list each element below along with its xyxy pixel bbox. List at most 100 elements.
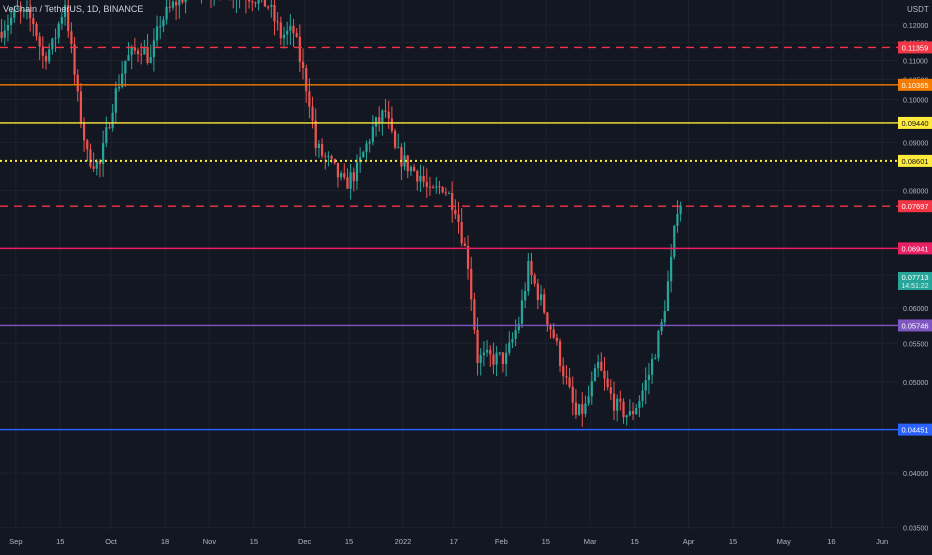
candle-body bbox=[657, 331, 660, 358]
candle-body bbox=[577, 404, 581, 415]
price-tick-label: 0.04000 bbox=[903, 471, 928, 478]
candle-body bbox=[286, 30, 289, 35]
price-level-label: 0.07697 bbox=[901, 202, 928, 211]
candle-body bbox=[524, 291, 527, 301]
candle-body bbox=[495, 352, 498, 365]
candle-body bbox=[600, 361, 603, 371]
candle-body bbox=[95, 160, 98, 169]
candle-body bbox=[276, 21, 279, 23]
price-levels bbox=[0, 46, 898, 431]
price-level-badge bbox=[898, 242, 932, 255]
candle-body bbox=[105, 127, 108, 144]
candle-body bbox=[670, 256, 673, 282]
price-level-badge bbox=[898, 200, 932, 213]
candle-body bbox=[19, 7, 22, 11]
candle-body bbox=[0, 31, 3, 38]
candle-body bbox=[381, 110, 384, 123]
candle-body bbox=[409, 167, 413, 172]
candle-body bbox=[412, 167, 416, 171]
candle-body bbox=[622, 401, 625, 418]
candle-body bbox=[127, 55, 130, 61]
candle-body bbox=[546, 312, 549, 325]
candle-body bbox=[650, 359, 654, 375]
candle-body bbox=[67, 5, 70, 32]
candle-body bbox=[638, 401, 641, 408]
candle-body bbox=[308, 91, 311, 107]
candle-body bbox=[63, 5, 67, 17]
candle-body bbox=[406, 155, 409, 172]
candle-body bbox=[562, 366, 565, 377]
candle-countdown: 14:51:22 bbox=[901, 283, 928, 290]
candle-body bbox=[13, 9, 16, 18]
grid-lines bbox=[0, 0, 898, 530]
candle-body bbox=[612, 393, 616, 411]
candle-body bbox=[57, 23, 60, 38]
candle-body bbox=[466, 245, 470, 269]
time-tick-label: Mar bbox=[584, 537, 597, 546]
candle-body bbox=[654, 357, 657, 360]
candle-body bbox=[527, 260, 530, 292]
candle-body bbox=[333, 158, 336, 163]
candle-body bbox=[273, 4, 276, 22]
candle-body bbox=[590, 381, 593, 397]
candle-body bbox=[393, 130, 397, 148]
candle-body bbox=[441, 187, 444, 193]
candle-body bbox=[371, 126, 374, 142]
price-level-label: 0.05746 bbox=[901, 321, 928, 330]
price-level-badge bbox=[898, 41, 932, 54]
candle-body bbox=[403, 155, 406, 167]
last-price-badge bbox=[898, 272, 932, 290]
candle-body bbox=[9, 17, 13, 25]
time-tick-label: 2022 bbox=[395, 537, 412, 546]
candle-body bbox=[362, 152, 365, 158]
candle-body bbox=[489, 349, 492, 355]
candle-body bbox=[485, 349, 489, 353]
candle-body bbox=[428, 186, 432, 188]
candle-body bbox=[76, 74, 79, 92]
candle-body bbox=[454, 210, 457, 215]
candle-body bbox=[292, 25, 295, 34]
candle-body bbox=[340, 173, 343, 178]
candle-body bbox=[574, 402, 578, 415]
candle-body bbox=[317, 143, 321, 149]
candle-body bbox=[6, 24, 10, 31]
candle-body bbox=[32, 18, 35, 25]
time-axis-panel[interactable] bbox=[0, 530, 898, 550]
candle-body bbox=[349, 172, 352, 189]
candle-body bbox=[435, 186, 438, 188]
candle-body bbox=[336, 162, 340, 178]
price-level-label: 0.06941 bbox=[901, 244, 928, 253]
candle-body bbox=[152, 40, 156, 58]
time-tick-label: May bbox=[777, 537, 791, 546]
candle-body bbox=[581, 404, 584, 414]
candle-body bbox=[384, 110, 387, 112]
candle-body bbox=[543, 294, 546, 313]
candle-body bbox=[320, 143, 324, 156]
candle-body bbox=[29, 9, 32, 19]
candle-body bbox=[647, 374, 651, 381]
candle-body bbox=[98, 160, 102, 165]
candle-body bbox=[254, 2, 257, 4]
candle-body bbox=[136, 50, 140, 55]
candle-body bbox=[663, 311, 666, 323]
time-tick-label: 15 bbox=[630, 537, 638, 546]
candle-body bbox=[146, 46, 149, 63]
candle-body bbox=[365, 143, 368, 153]
time-tick-label: Jun bbox=[876, 537, 888, 546]
candle-body bbox=[492, 354, 495, 365]
candle-body bbox=[330, 156, 333, 159]
candle-body bbox=[473, 299, 476, 330]
candle-body bbox=[482, 352, 486, 356]
candle-body bbox=[558, 341, 562, 367]
candle-body bbox=[587, 396, 590, 404]
candle-body bbox=[606, 378, 609, 388]
candle-body bbox=[660, 322, 663, 332]
candle-body bbox=[314, 120, 317, 149]
candle-body bbox=[565, 376, 568, 378]
candles-group bbox=[0, 0, 682, 427]
time-tick-label: Oct bbox=[105, 537, 118, 546]
candle-body bbox=[289, 25, 292, 31]
price-tick-label: 0.11000 bbox=[903, 59, 928, 66]
